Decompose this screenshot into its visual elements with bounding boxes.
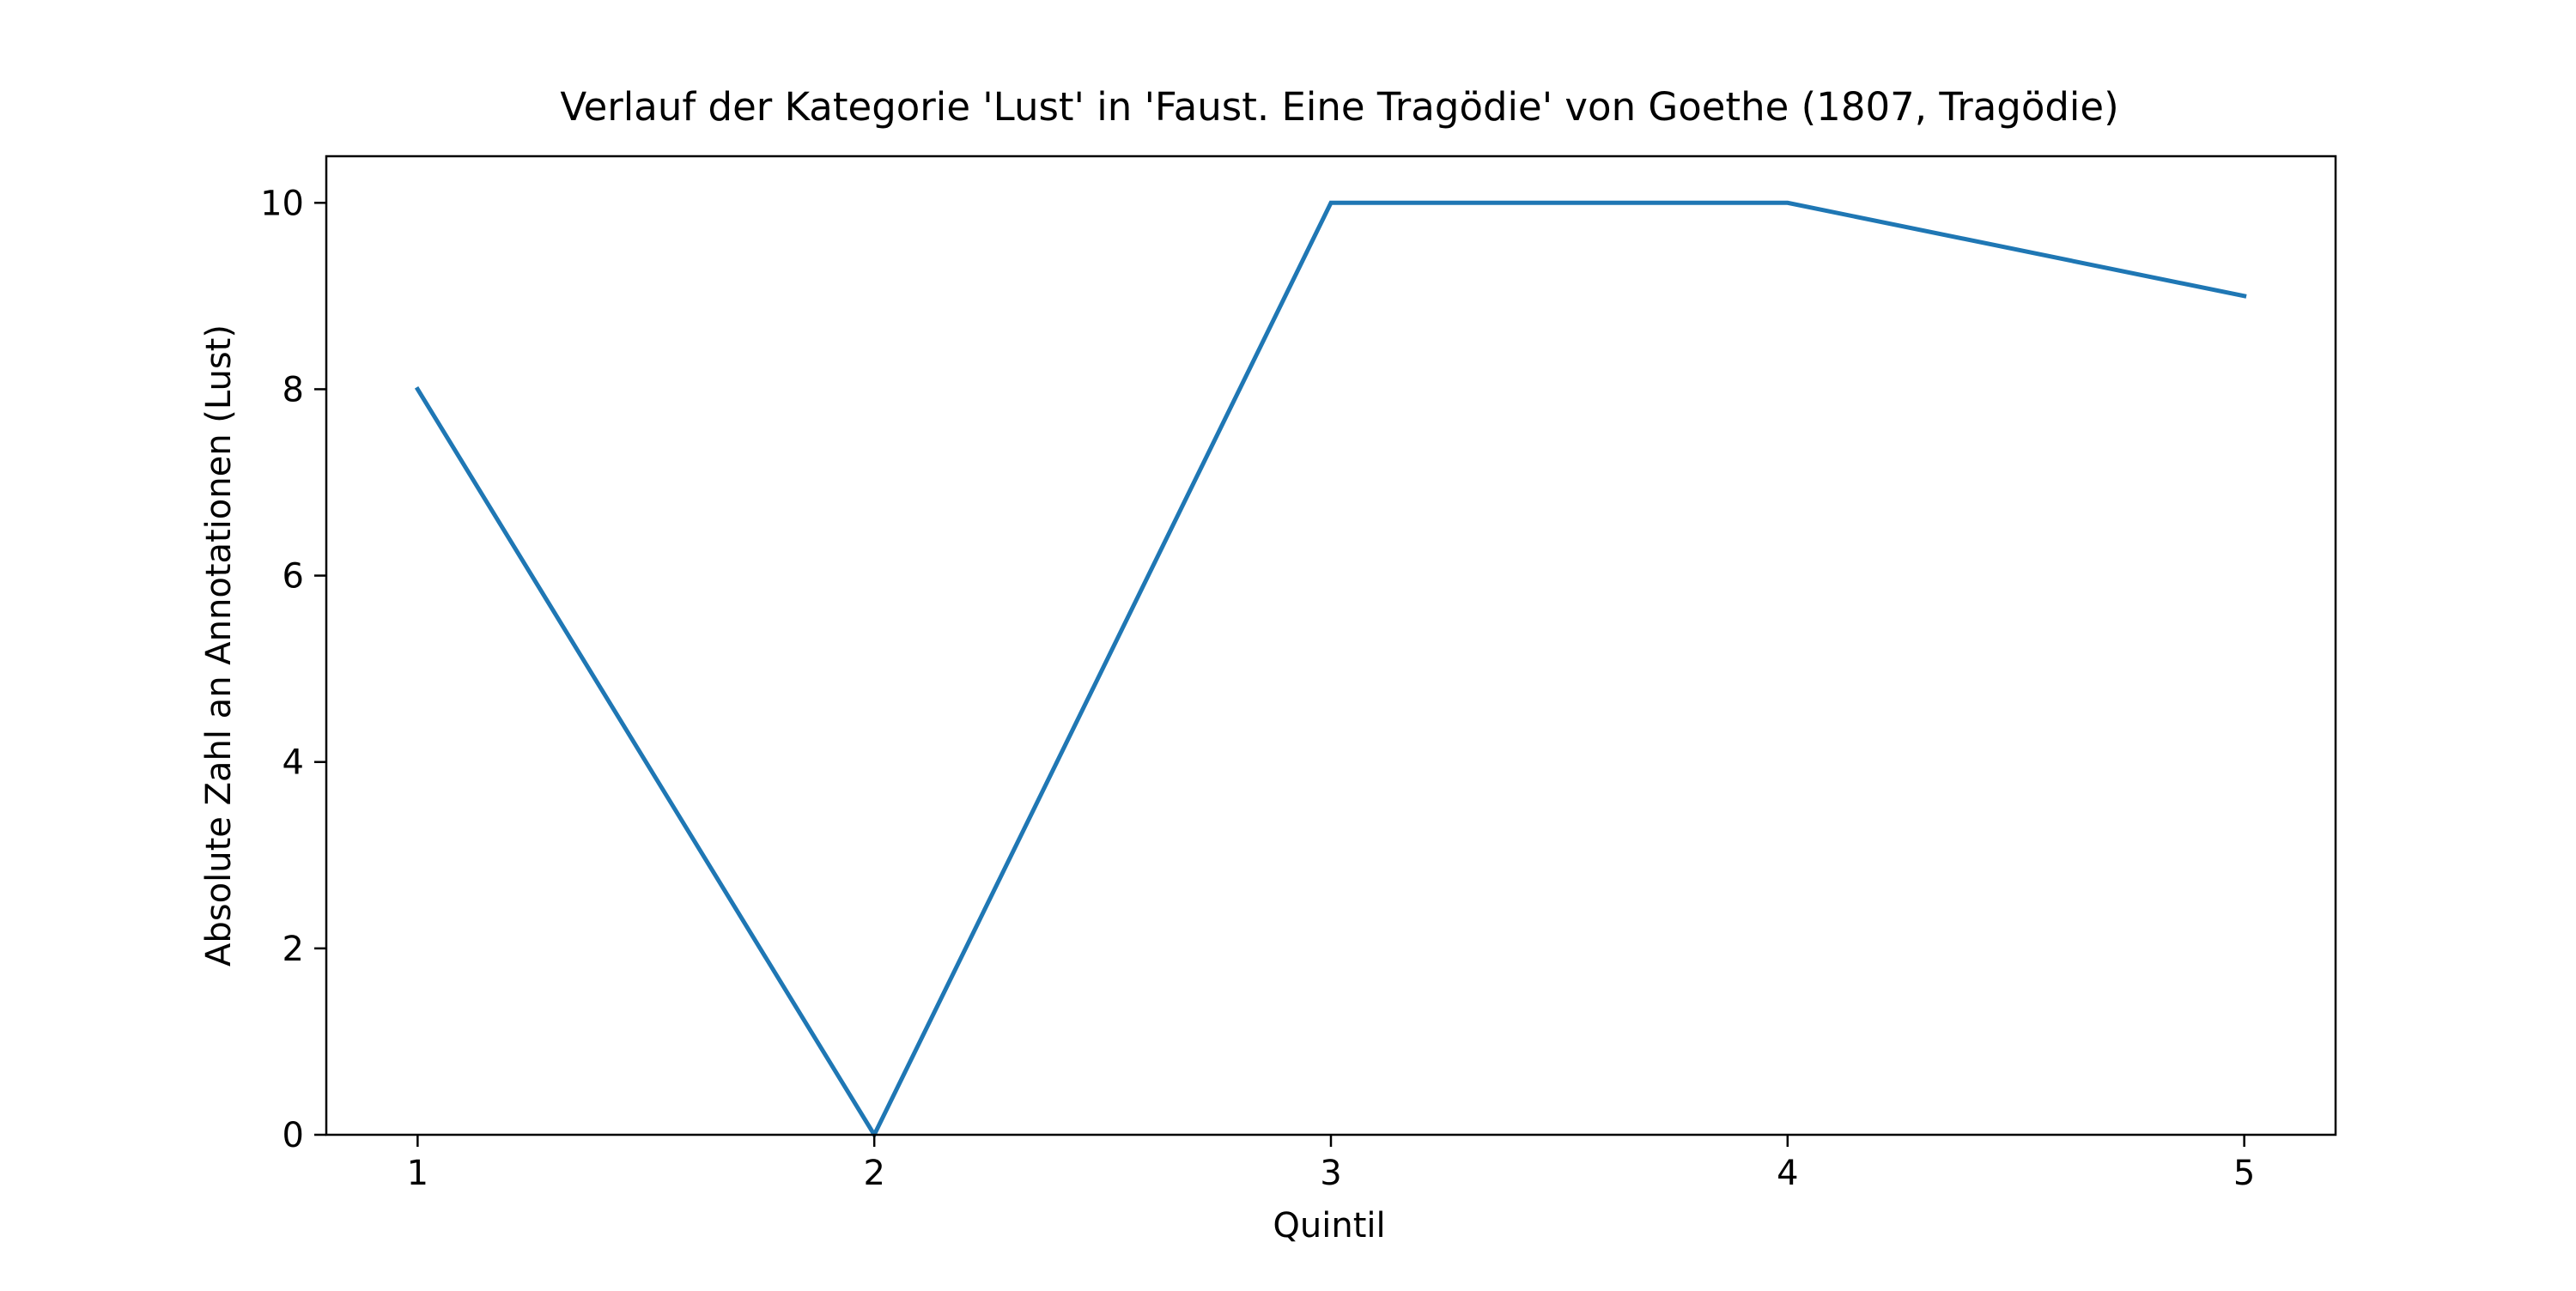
y-axis-label: Absolute Zahl an Annotationen (Lust) bbox=[199, 324, 239, 967]
y-tick-label: 0 bbox=[283, 1116, 304, 1155]
x-tick-label: 4 bbox=[1777, 1154, 1798, 1193]
y-tick-label: 10 bbox=[260, 184, 304, 223]
x-tick-label: 5 bbox=[2233, 1154, 2255, 1193]
x-tick-label: 3 bbox=[1320, 1154, 1341, 1193]
series-line bbox=[414, 200, 2247, 1140]
y-tick-label: 2 bbox=[283, 930, 304, 969]
y-tick-label: 4 bbox=[283, 743, 304, 783]
x-tick-label: 2 bbox=[863, 1154, 884, 1193]
chart-title: Verlauf der Kategorie 'Lust' in 'Faust. … bbox=[560, 84, 2118, 130]
x-tick-label: 1 bbox=[407, 1154, 428, 1193]
y-tick-label: 8 bbox=[283, 370, 304, 409]
y-tick-label: 6 bbox=[283, 557, 304, 597]
y-axis: 0 2 4 6 8 10 bbox=[260, 184, 326, 1155]
x-axis: 1 2 3 4 5 bbox=[407, 1135, 2255, 1193]
plot-area bbox=[414, 200, 2247, 1140]
x-axis-label: Quintil bbox=[1273, 1206, 1385, 1246]
